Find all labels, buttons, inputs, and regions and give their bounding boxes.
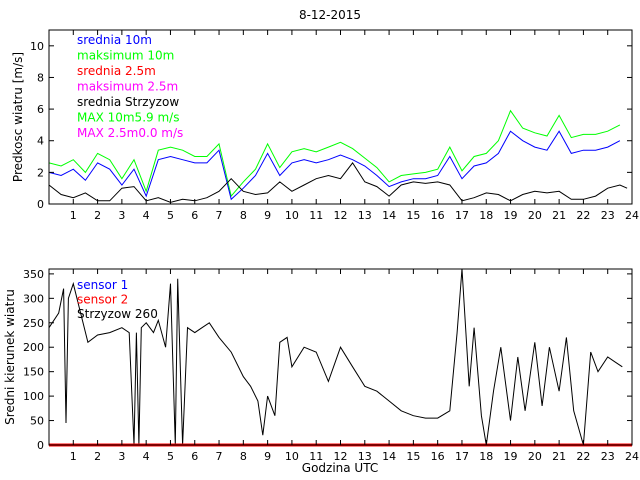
wind-direction-plot — [48, 268, 632, 447]
x-tick-label: 19 — [504, 209, 518, 222]
x-tick-label: 8 — [240, 209, 247, 222]
x-tick-label: 21 — [552, 450, 566, 463]
x-tick-label: 20 — [528, 450, 542, 463]
chart-title: 8-12-2015 — [299, 8, 361, 22]
legend-entry: srednia 10m — [77, 33, 152, 47]
series-line-srednia-strzyzow — [48, 162, 628, 203]
x-tick-label: 23 — [601, 450, 615, 463]
wind-speed-ticks: 1 2 3 4 5 6 7 8 9 10 11 12 13 14 15 16 17 18 19 20 21 22 23 240… — [30, 30, 639, 222]
x-tick-label: 11 — [309, 209, 323, 222]
x-tick-label: 10 — [285, 209, 299, 222]
x-tick-label: 21 — [552, 209, 566, 222]
x-tick-label: 14 — [382, 209, 396, 222]
y-tick-label: 350 — [23, 268, 44, 281]
y-tick-label: 4 — [37, 135, 44, 148]
x-tick-label: 14 — [382, 450, 396, 463]
y-tick-label: 0 — [37, 198, 44, 211]
x-tick-label: 1 — [70, 209, 77, 222]
x-tick-label: 10 — [285, 450, 299, 463]
legend-entry: sensor 2 — [77, 293, 128, 307]
x-tick-label: 1 — [70, 450, 77, 463]
wind-speed-plot — [48, 109, 632, 205]
x-tick-label: 9 — [264, 209, 271, 222]
x-tick-label: 11 — [309, 450, 323, 463]
x-tick-label: 24 — [625, 450, 639, 463]
x-tick-label: 7 — [216, 209, 223, 222]
x-tick-label: 24 — [625, 209, 639, 222]
x-tick-label: 13 — [358, 450, 372, 463]
x-tick-label: 2 — [94, 209, 101, 222]
x-tick-label: 6 — [191, 450, 198, 463]
y-tick-label: 250 — [23, 317, 44, 330]
x-tick-label: 22 — [576, 450, 590, 463]
y-tick-label: 0 — [37, 439, 44, 452]
y-tick-label: 10 — [30, 40, 44, 53]
series-line-maksimum-10m — [48, 109, 621, 198]
y-tick-label: 8 — [37, 71, 44, 84]
x-tick-label: 16 — [431, 209, 445, 222]
x-tick-label: 23 — [601, 209, 615, 222]
y-tick-label: 50 — [30, 415, 44, 428]
x-tick-label: 18 — [479, 450, 493, 463]
y-tick-label: 100 — [23, 390, 44, 403]
legend-entry: MAX 2.5m0.0 m/s — [77, 126, 183, 140]
legend-entry: sensor 1 — [77, 278, 128, 292]
wind-direction-xlabel: Godzina UTC — [302, 461, 378, 475]
x-tick-label: 15 — [406, 450, 420, 463]
x-tick-label: 2 — [94, 450, 101, 463]
y-tick-label: 6 — [37, 103, 44, 116]
x-tick-label: 4 — [143, 450, 150, 463]
legend-entry: MAX 10m5.9 m/s — [77, 111, 179, 125]
legend-entry: maksimum 2.5m — [77, 80, 178, 94]
x-tick-label: 22 — [576, 209, 590, 222]
x-tick-label: 17 — [455, 209, 469, 222]
x-tick-label: 3 — [118, 209, 125, 222]
wind-speed-ylabel: Predkosc wiatru [m/s] — [11, 52, 25, 182]
series-line-strzyzow — [48, 268, 623, 446]
x-tick-label: 9 — [264, 450, 271, 463]
x-tick-label: 4 — [143, 209, 150, 222]
wind-direction-ticks: 1 2 3 4 5 6 7 8 9 10 11 12 13 14 15 16 17 18 19 20 21 22 23 240… — [23, 268, 639, 463]
x-tick-label: 19 — [504, 450, 518, 463]
x-tick-label: 3 — [118, 450, 125, 463]
y-tick-label: 200 — [23, 341, 44, 354]
x-tick-label: 12 — [334, 209, 348, 222]
x-tick-label: 7 — [216, 450, 223, 463]
y-tick-label: 300 — [23, 292, 44, 305]
x-tick-label: 13 — [358, 209, 372, 222]
x-tick-label: 6 — [191, 209, 198, 222]
legend-entry: srednia Strzyzow — [77, 95, 179, 109]
series-line-srednia-10m — [48, 130, 621, 201]
x-tick-label: 18 — [479, 209, 493, 222]
x-tick-label: 8 — [240, 450, 247, 463]
legend-entry: maksimum 10m — [77, 49, 174, 63]
legend-entry: srednia 2.5m — [77, 64, 156, 78]
y-tick-label: 2 — [37, 166, 44, 179]
x-tick-label: 20 — [528, 209, 542, 222]
x-tick-label: 12 — [334, 450, 348, 463]
wind-direction-ylabel: Sredni kierunek wiatru — [3, 289, 17, 425]
legend-entry: Strzyzow 260 — [77, 307, 158, 321]
y-tick-label: 150 — [23, 366, 44, 379]
x-tick-label: 5 — [167, 450, 174, 463]
x-tick-label: 5 — [167, 209, 174, 222]
x-tick-label: 16 — [431, 450, 445, 463]
x-tick-label: 15 — [406, 209, 420, 222]
x-tick-label: 17 — [455, 450, 469, 463]
